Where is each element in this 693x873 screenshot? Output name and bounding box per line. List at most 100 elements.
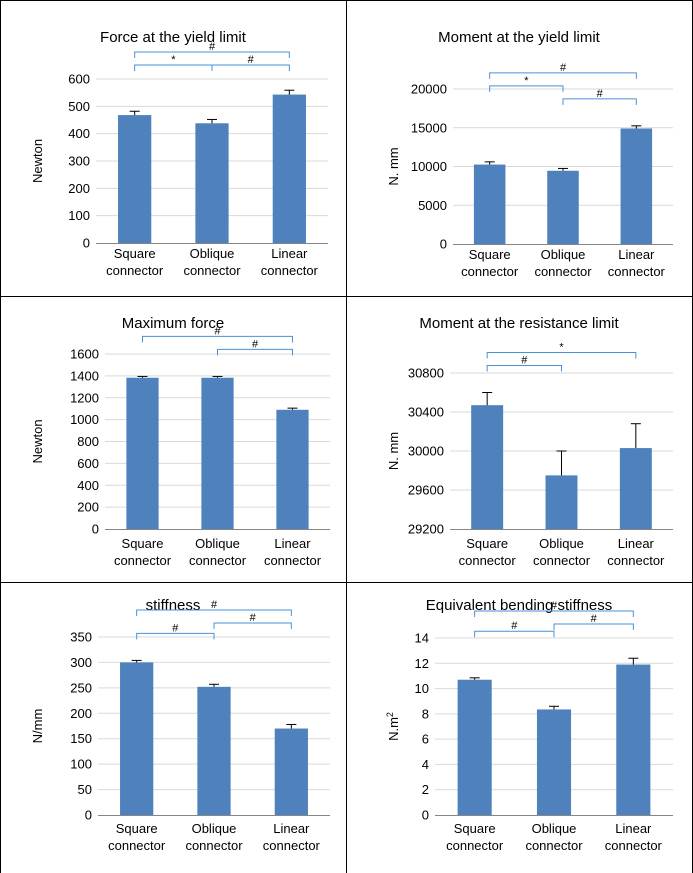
x-tick-label: Oblique (195, 536, 240, 551)
significance-label: # (211, 599, 218, 611)
x-tick-label: connector (525, 838, 583, 853)
y-tick-label: 800 (77, 434, 99, 449)
significance-label: # (591, 613, 598, 625)
significance-bracket (474, 630, 555, 638)
chart-panel-4: Moment at the resistance limit N. mm 29200… (386, 315, 673, 568)
bar (197, 686, 231, 815)
y-tick-label: 600 (68, 72, 90, 87)
y-tick-label: 6 (422, 732, 429, 747)
x-tick-label: Oblique (532, 821, 577, 836)
y-tick-label: 100 (68, 208, 90, 223)
significance-label: # (560, 62, 567, 74)
y-tick-label: 250 (70, 680, 92, 695)
x-tick-label: Square (454, 821, 496, 836)
x-tick-label: Linear (618, 247, 655, 262)
significance-label: # (252, 338, 259, 350)
y-axis-label-superscript: 2 (385, 712, 395, 717)
bar (471, 405, 504, 529)
y-axis-label: Newton (30, 139, 45, 183)
x-tick-label: Square (469, 247, 511, 262)
x-tick-label: connector (261, 263, 319, 278)
significance-bracket (134, 51, 290, 58)
y-axis-label: N. mm (386, 147, 401, 185)
bar (126, 377, 159, 529)
y-axis-label: N.m2 (385, 712, 401, 741)
chart-title: Moment at the resistance limit (419, 315, 619, 332)
y-tick-label: 30400 (408, 405, 444, 420)
x-tick-label: connector (185, 838, 243, 853)
significance-bracket (136, 609, 292, 616)
x-tick-label: Oblique (190, 246, 235, 261)
y-tick-label: 10 (415, 681, 429, 696)
y-tick-label: 1000 (70, 412, 99, 427)
significance-label: # (511, 620, 518, 632)
chart-title: Force at the yield limit (100, 29, 247, 46)
y-tick-label: 30000 (408, 444, 444, 459)
y-tick-label: 0 (440, 237, 447, 252)
y-tick-label: 30800 (408, 366, 444, 381)
y-tick-label: 1200 (70, 390, 99, 405)
y-tick-label: 10000 (411, 159, 447, 174)
x-tick-label: connector (189, 553, 247, 568)
y-tick-label: 14 (415, 631, 429, 646)
x-tick-label: connector (534, 264, 592, 279)
x-tick-label: connector (106, 263, 164, 278)
chart-panel-2: Moment at the yield limit N. mm 0 5000 10000… (386, 29, 673, 279)
bar (547, 170, 579, 244)
x-tick-label: Linear (273, 821, 310, 836)
significance-label: # (551, 600, 558, 612)
significance-bracket (211, 64, 290, 71)
significance-label: # (209, 41, 216, 53)
y-tick-label: 5000 (418, 198, 447, 213)
significance-label: # (250, 612, 257, 624)
y-tick-label: 400 (68, 126, 90, 141)
significance-bracket (489, 72, 637, 79)
bar (120, 662, 154, 815)
charts-layer: Force at the yield limitNewton0100200300… (30, 29, 673, 853)
chart-title: stiffness (146, 597, 201, 614)
significance-bracket (474, 610, 634, 617)
significance-label: * (559, 342, 564, 354)
bar (619, 448, 652, 529)
y-tick-label: 29200 (408, 522, 444, 537)
chart-title: Equivalent bending stiffness (426, 597, 613, 614)
x-tick-label: Linear (271, 246, 308, 261)
x-tick-label: Oblique (539, 536, 584, 551)
bar (272, 94, 306, 243)
y-tick-label: 4 (422, 757, 429, 772)
x-tick-label: Oblique (192, 821, 237, 836)
y-axis-label: N/mm (30, 709, 45, 744)
significance-label: # (521, 355, 528, 367)
x-tick-label: Oblique (541, 247, 586, 262)
significance-label: # (214, 325, 221, 337)
y-tick-label: 20000 (411, 82, 447, 97)
y-tick-label: 0 (83, 236, 90, 251)
y-tick-label: 29600 (408, 483, 444, 498)
y-tick-label: 500 (68, 99, 90, 114)
significance-bracket (142, 335, 293, 343)
significance-bracket (486, 365, 562, 372)
chart-panel-6: Equivalent bending stiffness N.m2 0 2 4 6 8 10 1… (385, 597, 673, 853)
y-tick-label: 8 (422, 706, 429, 721)
significance-bracket (213, 622, 292, 629)
chart-panel-3: Maximum force Newton 0 200 400 600 800 1000 1200… (30, 315, 330, 568)
y-tick-label: 1600 (70, 347, 99, 362)
significance-label: # (597, 88, 604, 100)
bar (195, 123, 229, 243)
bar (620, 128, 653, 244)
y-axis-label: N. mm (386, 432, 401, 470)
x-tick-label: connector (183, 263, 241, 278)
y-axis-label: Newton (30, 419, 45, 463)
y-tick-label: 200 (70, 706, 92, 721)
y-tick-label: 350 (70, 630, 92, 645)
significance-bracket (486, 352, 637, 359)
y-tick-label: 200 (77, 500, 99, 515)
x-tick-label: connector (608, 264, 666, 279)
y-tick-label: 300 (70, 655, 92, 670)
x-tick-label: Square (466, 536, 508, 551)
y-tick-label: 15000 (411, 120, 447, 135)
bar (118, 115, 152, 243)
chart-title: Moment at the yield limit (438, 29, 601, 46)
